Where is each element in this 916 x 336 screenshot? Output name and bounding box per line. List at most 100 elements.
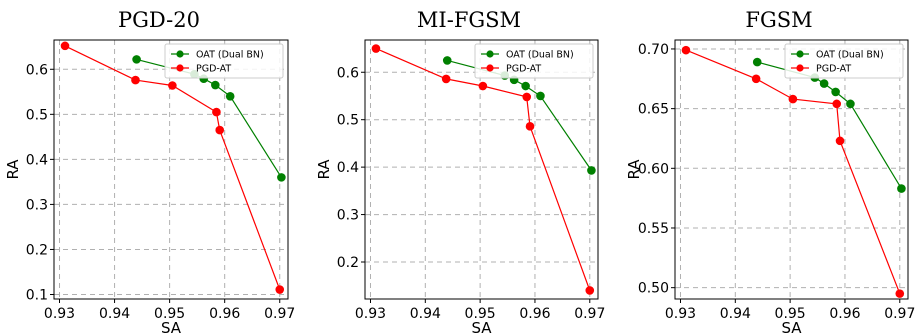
data-point	[132, 55, 141, 64]
data-point	[831, 87, 840, 97]
y-axis-label: RA	[4, 159, 22, 180]
data-point	[275, 285, 285, 294]
data-point	[751, 74, 761, 84]
data-point	[587, 166, 596, 175]
legend-swatch-marker	[796, 50, 804, 58]
data-point	[788, 94, 798, 104]
legend-box	[784, 43, 904, 79]
legend-box	[164, 43, 284, 79]
chart-title: PGD-20	[118, 8, 200, 32]
data-point	[895, 289, 905, 298]
data-point	[752, 57, 762, 67]
x-tick-label: 0.94	[720, 306, 751, 322]
x-tick-label: 0.96	[519, 306, 550, 322]
data-point	[131, 75, 140, 85]
data-point	[835, 136, 845, 146]
legend-label: OAT (Dual BN)	[506, 50, 574, 61]
legend-swatch-marker	[796, 64, 804, 72]
x-tick-label: 0.93	[44, 306, 75, 322]
data-point	[525, 122, 535, 131]
y-tick-label: 0.3	[337, 208, 359, 224]
data-point	[60, 41, 70, 51]
x-tick-label: 0.96	[829, 306, 860, 322]
x-tick-label: 0.95	[154, 306, 185, 322]
series-line-2	[64, 45, 281, 290]
x-axis-label: SA	[471, 319, 492, 336]
y-tick-label: 0.6	[337, 65, 359, 81]
y-tick-label: 0.3	[26, 197, 48, 213]
x-tick-label: 0.94	[410, 306, 441, 322]
plot-frame	[53, 39, 289, 300]
y-tick-label: 0.70	[638, 42, 669, 58]
data-point	[212, 107, 221, 117]
legend-label: PGD-AT	[506, 64, 541, 75]
data-point	[215, 125, 225, 135]
legend-label: OAT (Dual BN)	[196, 50, 264, 61]
y-tick-label: 0.2	[26, 242, 48, 258]
data-point	[168, 81, 177, 90]
y-tick-label: 0.65	[638, 102, 669, 118]
data-point	[521, 81, 530, 91]
legend: OAT (Dual BN) PGD-AT	[474, 43, 594, 79]
legend: OAT (Dual BN) PGD-AT	[164, 43, 284, 79]
legend-box	[474, 43, 594, 79]
y-axis-label: RA	[625, 159, 643, 180]
data-point	[819, 79, 829, 88]
chart-panel-2: 0.93 0.94 0.95 0.96 0.97 0.2 0.3 0.4 0.5 0.6 MI-FG…	[315, 8, 605, 336]
data-point	[585, 286, 595, 295]
x-tick-label: 0.95	[465, 306, 496, 322]
data-point	[277, 173, 286, 182]
legend-label: PGD-AT	[816, 64, 851, 75]
x-tick-label: 0.95	[775, 306, 806, 322]
data-point	[371, 44, 381, 53]
x-tick-label: 0.93	[665, 306, 696, 322]
data-point	[846, 99, 855, 109]
y-tick-label: 0.2	[337, 255, 359, 271]
legend-swatch-marker	[486, 64, 494, 72]
data-point	[897, 184, 906, 193]
y-axis-label: RA	[315, 159, 333, 180]
series-line-2	[375, 47, 591, 291]
legend-label: OAT (Dual BN)	[816, 50, 884, 61]
x-tick-label: 0.97	[574, 306, 605, 322]
y-tick-label: 0.5	[337, 113, 359, 129]
data-point	[225, 92, 235, 101]
y-tick-label: 0.5	[26, 107, 48, 123]
data-point	[832, 99, 842, 109]
y-tick-label: 0.4	[26, 152, 48, 168]
legend: OAT (Dual BN) PGD-AT	[784, 43, 904, 79]
chart-title: FGSM	[745, 8, 812, 32]
x-tick-label: 0.94	[99, 306, 130, 322]
plot-frame	[674, 39, 909, 300]
data-point	[211, 80, 220, 90]
data-point	[442, 56, 452, 65]
plot-frame	[364, 39, 599, 300]
data-point	[441, 74, 451, 84]
y-tick-label: 0.6	[26, 62, 48, 78]
y-tick-label: 0.1	[26, 287, 48, 303]
data-point	[522, 92, 532, 102]
data-point	[536, 91, 545, 101]
y-tick-label: 0.60	[638, 161, 669, 177]
series-line-2	[685, 49, 901, 294]
y-tick-label: 0.55	[638, 221, 669, 237]
legend-swatch-marker	[486, 50, 494, 58]
y-tick-label: 0.4	[337, 160, 359, 176]
legend-label: PGD-AT	[196, 64, 231, 75]
chart-title: MI-FGSM	[417, 8, 521, 32]
x-tick-label: 0.97	[264, 306, 295, 322]
legend-swatch-marker	[176, 64, 184, 72]
data-point	[478, 81, 488, 91]
chart-panel-1: 0.93 0.94 0.95 0.96 0.97 0.1 0.2 0.3 0.4 0.5 0.6 PG…	[4, 8, 295, 336]
x-axis-label: SA	[161, 319, 182, 336]
data-point	[681, 45, 691, 55]
x-axis-label: SA	[781, 319, 802, 336]
legend-swatch-marker	[176, 50, 184, 58]
chart-panel-3: 0.93 0.94 0.95 0.96 0.97 0.50 0.55 0.60 0.65 0.70…	[625, 8, 915, 336]
x-tick-label: 0.96	[209, 306, 240, 322]
x-tick-label: 0.97	[884, 306, 915, 322]
series-line-1	[757, 61, 902, 189]
y-tick-label: 0.50	[638, 281, 669, 297]
x-tick-label: 0.93	[355, 306, 386, 322]
